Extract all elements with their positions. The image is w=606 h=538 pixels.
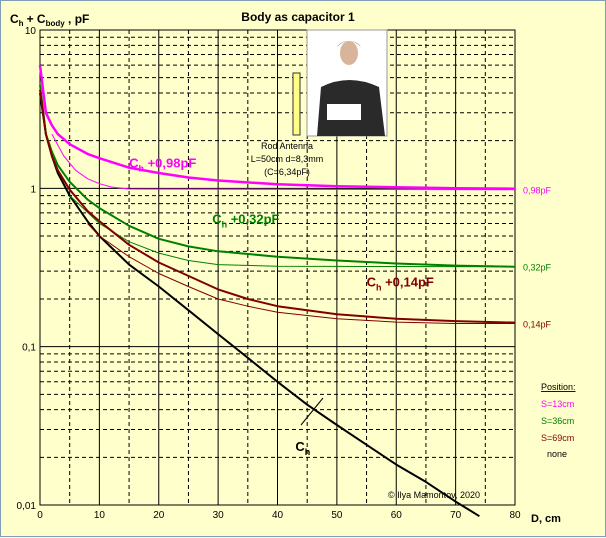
grid <box>39 30 516 505</box>
y-tick-label: 0,01 <box>17 501 37 512</box>
series-line-3 <box>39 84 516 268</box>
y-tick-label: 10 <box>25 26 37 37</box>
tick-labels: 0 10 20 30 40 50 60 70 80 10 1 0,1 0,01 <box>17 26 521 521</box>
curve-label-2: Ch +0,14pF <box>367 274 434 292</box>
y-tick-label: 0,1 <box>22 343 36 354</box>
x-tick-label: 20 <box>153 510 165 521</box>
x-axis-label: D, cm <box>531 513 561 525</box>
legend: Position: S=13cm S=36cm S=69cm none <box>541 382 576 459</box>
x-tick-label: 60 <box>391 510 403 521</box>
x-tick-label: 40 <box>272 510 284 521</box>
curve-label-3: Ch <box>295 439 310 457</box>
legend-item-s36: S=36cm <box>541 416 574 426</box>
series-line-2 <box>51 133 516 191</box>
svg-text:L=50cm d=8,3mm: L=50cm d=8,3mm <box>251 154 324 164</box>
curve-label-1: Ch +0,32pF <box>212 211 279 229</box>
legend-item-s13: S=13cm <box>541 399 574 409</box>
series-line-6 <box>87 223 515 324</box>
right-labels: 0,98pF 0,32pF 0,14pF <box>523 186 552 330</box>
x-tick-label: 0 <box>37 510 43 521</box>
legend-item-s69: S=69cm <box>541 433 574 443</box>
right-label-2: 0,14pF <box>523 320 552 330</box>
rod-antenna-icon <box>292 72 301 136</box>
x-tick-label: 10 <box>94 510 106 521</box>
series-line-0 <box>39 92 480 518</box>
legend-item-none: none <box>547 449 567 459</box>
right-label-1: 0,32pF <box>523 263 552 273</box>
right-label-0: 0,98pF <box>523 186 552 196</box>
copyright: © Ilya Mamontov, 2020 <box>388 490 480 500</box>
series-line-4 <box>69 195 516 268</box>
curve-labels: Ch +0,98pF Ch +0,32pF Ch +0,14pF Ch <box>129 156 434 457</box>
series-group <box>38 64 516 518</box>
x-tick-label: 50 <box>331 510 343 521</box>
series-line-5 <box>39 89 516 324</box>
chart-title: Body as capacitor 1 <box>241 10 355 24</box>
annotation-rod-antenna: Rod Antenna L=50cm d=8,3mm (C=6,34pF) <box>251 141 324 177</box>
x-tick-label: 80 <box>509 510 521 521</box>
y-axis-label: Ch + Cbody , pF <box>10 12 89 28</box>
x-tick-label: 70 <box>450 510 462 521</box>
x-tick-label: 30 <box>213 510 225 521</box>
photo-person <box>306 29 388 137</box>
series-line-1 <box>38 64 516 190</box>
legend-title: Position: <box>541 382 576 392</box>
leader-line <box>300 397 324 426</box>
y-tick-label: 1 <box>30 184 36 195</box>
curve-label-0: Ch +0,98pF <box>129 156 196 174</box>
svg-text:(C=6,34pF): (C=6,34pF) <box>264 167 310 177</box>
svg-text:Rod Antenna: Rod Antenna <box>261 141 313 151</box>
